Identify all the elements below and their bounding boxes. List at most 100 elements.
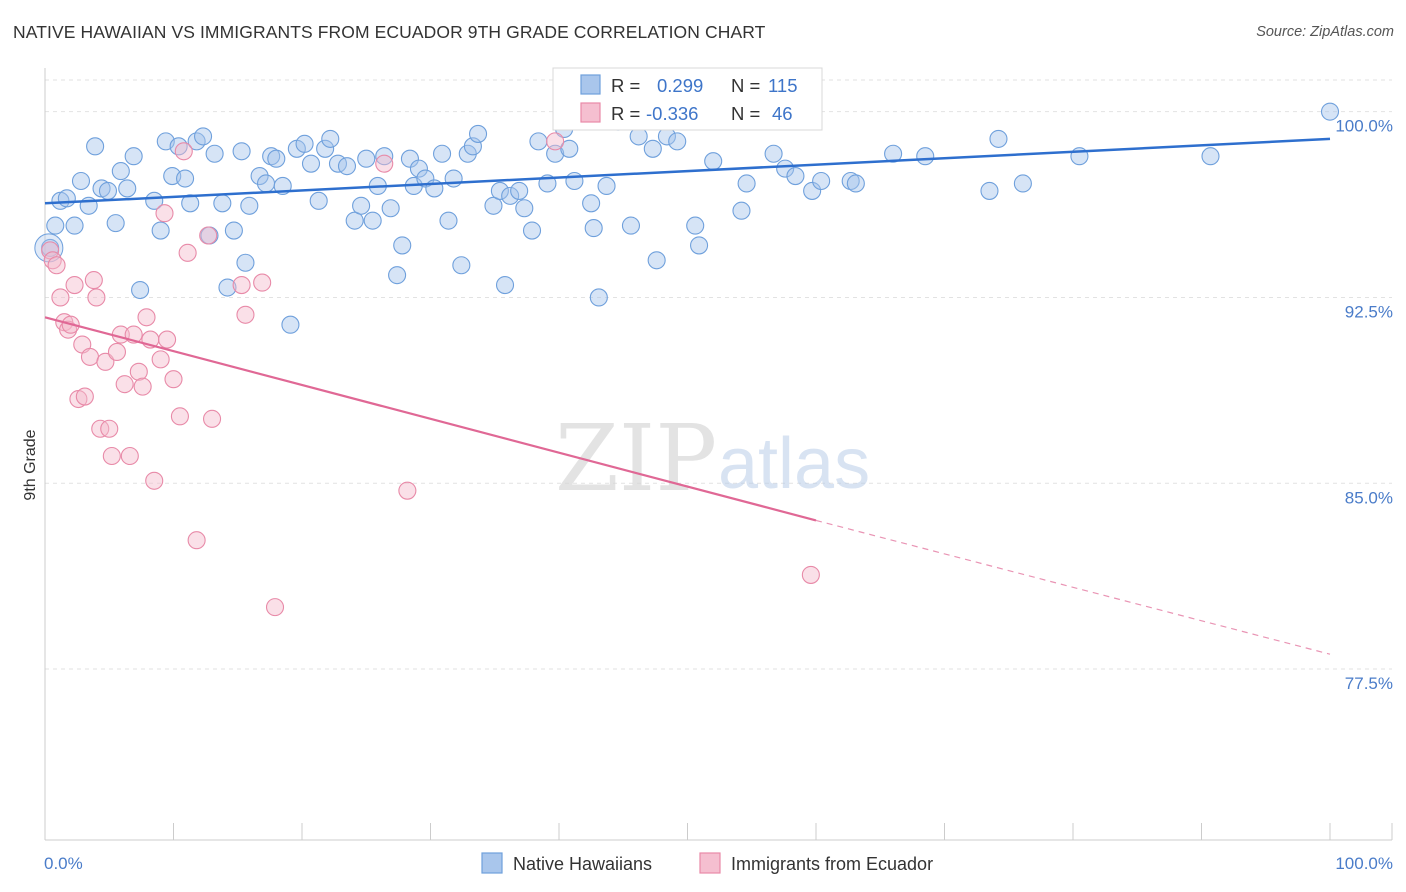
- data-point-immigrants-from-ecuador: [801, 565, 820, 584]
- data-point-native-hawaiians: [409, 159, 428, 178]
- legend-r-value-2: -0.336: [646, 103, 698, 124]
- data-point-native-hawaiians: [1013, 174, 1032, 193]
- legend-r-label-2: R =: [611, 103, 640, 124]
- data-point-immigrants-from-ecuador: [398, 481, 417, 500]
- data-point-native-hawaiians: [1320, 102, 1340, 121]
- data-point-native-hawaiians: [65, 216, 84, 235]
- data-point-immigrants-from-ecuador: [253, 273, 272, 292]
- x-tick-labels: 0.0% 100.0%: [44, 854, 1393, 873]
- source-label: Source: ZipAtlas.com: [1256, 24, 1394, 40]
- bottom-legend-swatch-pink: [699, 852, 721, 874]
- data-point-immigrants-from-ecuador: [102, 446, 121, 466]
- data-point-native-hawaiians: [846, 174, 865, 193]
- data-point-native-hawaiians: [1201, 147, 1220, 166]
- data-point-native-hawaiians: [240, 196, 259, 215]
- y-tick-labels: 100.0% 92.5% 85.0% 77.5%: [1335, 117, 1393, 693]
- data-point-native-hawaiians: [111, 162, 130, 181]
- data-point-native-hawaiians: [647, 251, 666, 270]
- data-point-native-hawaiians: [495, 276, 515, 295]
- data-point-native-hawaiians: [118, 179, 137, 198]
- data-point-native-hawaiians: [205, 144, 224, 163]
- trend-line-immigrants-from-ecuador: [44, 316, 817, 522]
- data-point-native-hawaiians: [522, 221, 542, 240]
- data-point-native-hawaiians: [301, 154, 321, 173]
- data-point-immigrants-from-ecuador: [115, 375, 134, 394]
- correlation-legend: R = 0.299 N = 115 R = -0.336 N = 46: [552, 67, 823, 131]
- y-tick-label: 85.0%: [1345, 488, 1393, 507]
- data-point-native-hawaiians: [194, 127, 213, 146]
- data-point-immigrants-from-ecuador: [203, 409, 222, 428]
- legend-r-value-1: 0.299: [657, 75, 703, 96]
- data-point-native-hawaiians: [584, 219, 603, 238]
- data-point-immigrants-from-ecuador: [164, 370, 183, 389]
- y-tick-label: 77.5%: [1345, 674, 1393, 693]
- legend-n-value-1: 115: [768, 75, 798, 96]
- data-point-native-hawaiians: [357, 149, 376, 168]
- data-point-native-hawaiians: [131, 280, 150, 300]
- data-point-immigrants-from-ecuador: [546, 132, 565, 151]
- data-point-native-hawaiians: [321, 129, 340, 148]
- data-point-native-hawaiians: [295, 134, 314, 153]
- data-point-native-hawaiians: [151, 221, 170, 240]
- data-point-native-hawaiians: [337, 157, 357, 176]
- data-point-native-hawaiians: [98, 181, 118, 200]
- data-point-immigrants-from-ecuador: [155, 204, 174, 223]
- data-point-immigrants-from-ecuador: [145, 471, 164, 490]
- data-point-immigrants-from-ecuador: [187, 531, 206, 550]
- data-point-native-hawaiians: [803, 181, 822, 200]
- data-point-native-hawaiians: [86, 137, 105, 156]
- data-point-native-hawaiians: [841, 171, 860, 191]
- data-point-native-hawaiians: [236, 253, 255, 272]
- data-point-native-hawaiians: [106, 214, 125, 233]
- watermark: ZIP atlas: [555, 405, 870, 512]
- data-point-native-hawaiians: [71, 171, 91, 191]
- legend-n-label-1: N =: [731, 75, 760, 96]
- data-point-immigrants-from-ecuador: [65, 276, 84, 295]
- y-axis-label: 9th Grade: [22, 429, 39, 500]
- data-point-native-hawaiians: [515, 199, 534, 218]
- data-point-native-hawaiians: [884, 144, 903, 163]
- data-point-immigrants-from-ecuador: [174, 142, 193, 161]
- data-point-native-hawaiians: [812, 171, 831, 191]
- data-point-native-hawaiians: [452, 256, 471, 275]
- legend-r-label-1: R =: [611, 75, 640, 96]
- x-tick-label: 0.0%: [44, 854, 83, 873]
- data-point-native-hawaiians: [501, 186, 520, 205]
- data-point-immigrants-from-ecuador: [100, 419, 119, 438]
- data-point-immigrants-from-ecuador: [84, 271, 103, 290]
- data-point-native-hawaiians: [737, 174, 756, 193]
- data-point-immigrants-from-ecuador: [47, 256, 66, 275]
- y-tick-label: 92.5%: [1345, 302, 1393, 321]
- data-point-native-hawaiians: [786, 167, 805, 186]
- data-point-native-hawaiians: [433, 144, 452, 163]
- series-native-hawaiians: [34, 100, 1340, 334]
- data-point-immigrants-from-ecuador: [107, 342, 127, 361]
- data-point-immigrants-from-ecuador: [170, 407, 189, 426]
- data-point-native-hawaiians: [980, 181, 999, 200]
- x-tick-label: 100.0%: [1335, 854, 1393, 873]
- data-point-immigrants-from-ecuador: [375, 154, 394, 173]
- data-point-native-hawaiians: [124, 147, 143, 166]
- data-point-immigrants-from-ecuador: [158, 330, 177, 349]
- data-point-native-hawaiians: [668, 132, 687, 151]
- data-point-native-hawaiians: [281, 315, 300, 334]
- bottom-legend-label-2: Immigrants from Ecuador: [731, 854, 933, 874]
- y-tick-label: 100.0%: [1335, 117, 1393, 136]
- data-point-native-hawaiians: [232, 142, 251, 161]
- data-point-native-hawaiians: [510, 181, 529, 200]
- data-point-native-hawaiians: [589, 288, 608, 307]
- data-point-native-hawaiians: [776, 159, 795, 178]
- data-point-native-hawaiians: [400, 149, 419, 168]
- trend-line-native-hawaiians: [44, 137, 1331, 205]
- watermark-atlas: atlas: [718, 424, 870, 504]
- data-point-immigrants-from-ecuador: [232, 276, 251, 295]
- data-point-native-hawaiians: [250, 167, 269, 186]
- data-point-native-hawaiians: [218, 278, 237, 297]
- data-point-native-hawaiians: [582, 194, 601, 213]
- data-point-native-hawaiians: [388, 266, 407, 285]
- series-legend: Native Hawaiians Immigrants from Ecuador: [481, 852, 933, 874]
- data-point-immigrants-from-ecuador: [137, 308, 156, 327]
- data-point-immigrants-from-ecuador: [75, 387, 94, 406]
- series-immigrants-from-ecuador: [41, 132, 820, 617]
- bottom-legend-label-1: Native Hawaiians: [513, 854, 652, 874]
